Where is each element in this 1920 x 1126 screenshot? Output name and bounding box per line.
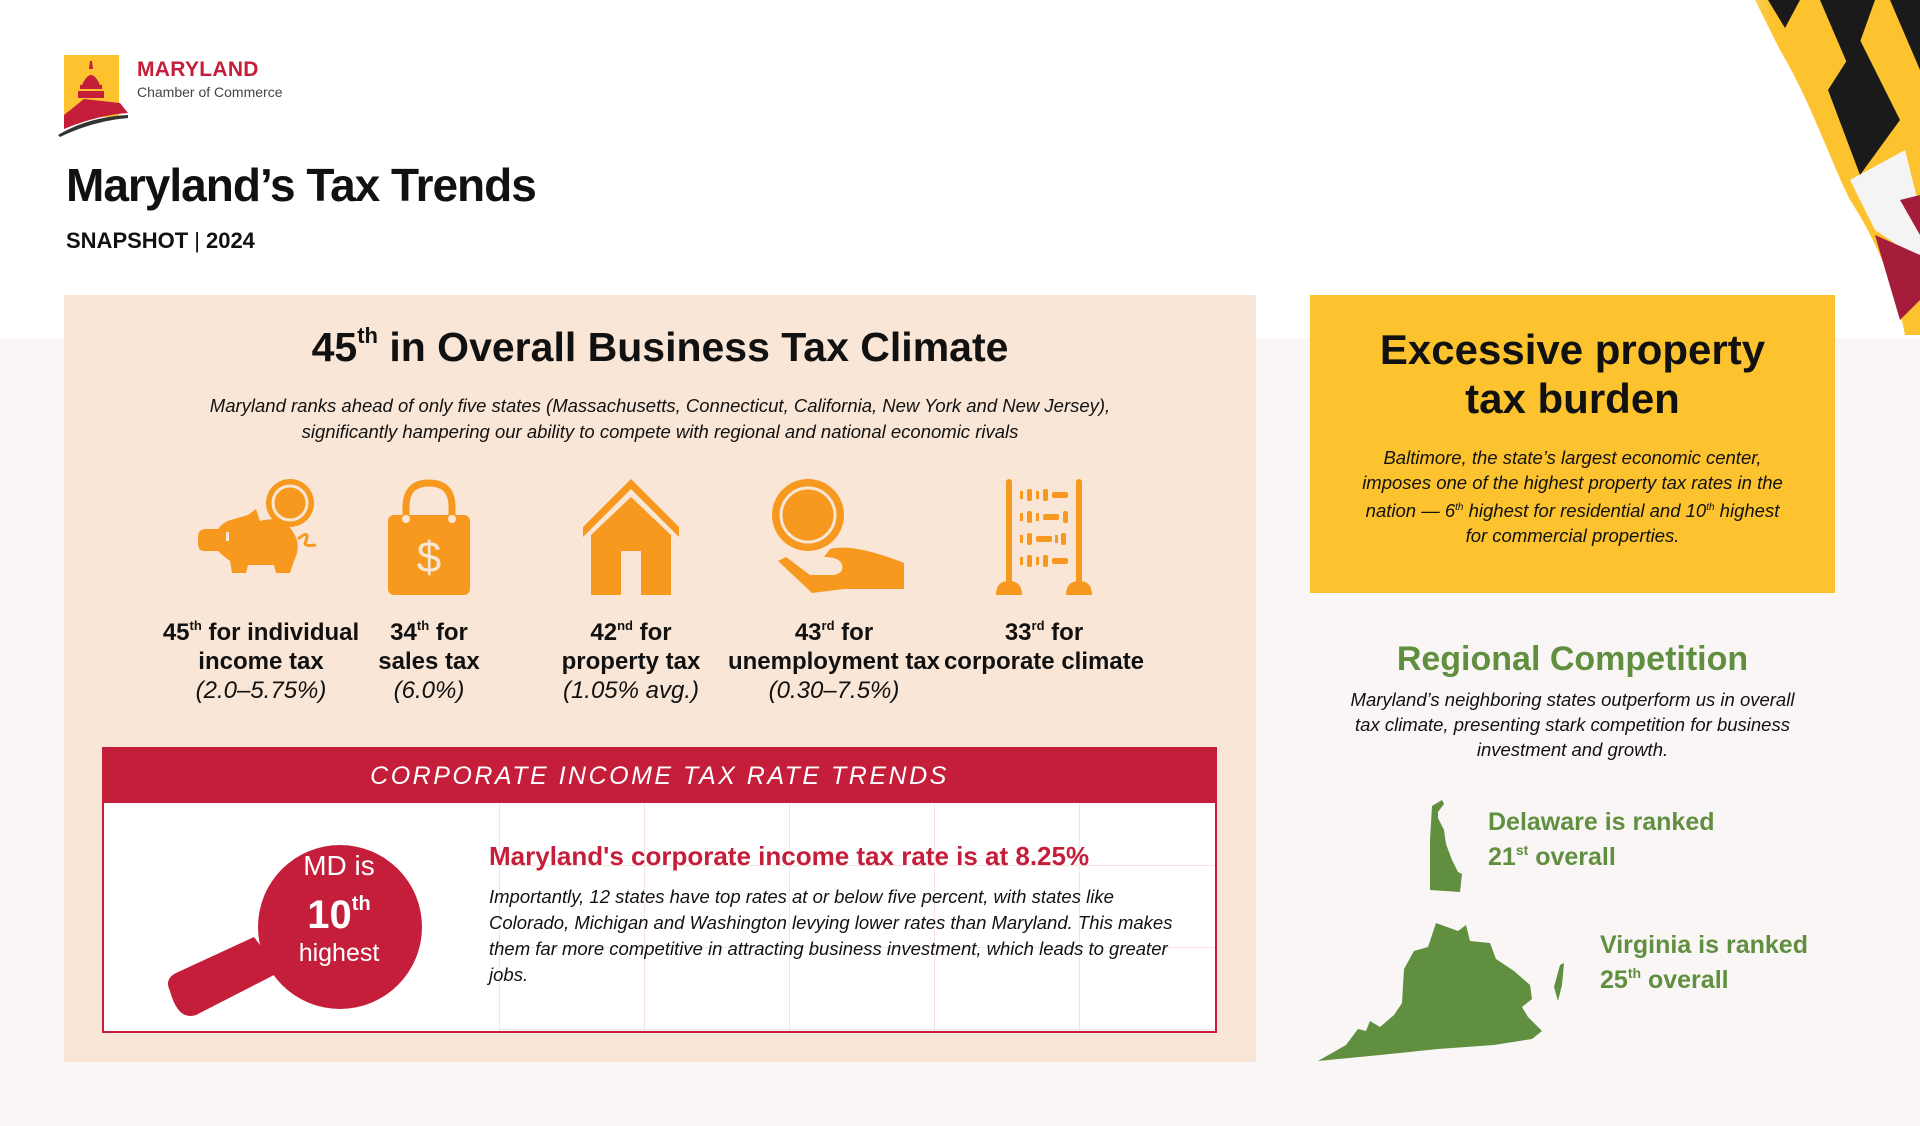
- maryland-flag-image: [1700, 0, 1920, 340]
- coin-in-hand-icon: [772, 479, 904, 593]
- corporate-tax-title: Maryland's corporate income tax rate is …: [489, 841, 1090, 871]
- regional-description: Maryland’s neighboring states outperform…: [1350, 689, 1795, 760]
- tax-rank-stats: 45th for individual income tax (2.0–5.75%…: [64, 475, 1256, 715]
- property-tax-heading: Excessive property tax burden: [1379, 326, 1766, 422]
- regional-competition: Regional Competition Maryland’s neighbor…: [1310, 640, 1835, 762]
- separator: |: [194, 228, 200, 253]
- piggy-bank-icon: [198, 479, 317, 573]
- grid-background: [499, 803, 1215, 1031]
- overall-rank-title: in Overall Business Tax Climate: [377, 324, 1009, 370]
- year-label: 2024: [205, 228, 255, 253]
- capitol-dome-icon: [58, 55, 128, 137]
- stat-sales-tax: $ 34th for sales tax (6.0%): [314, 475, 544, 706]
- badge-line3: highest: [298, 939, 380, 967]
- badge-rank: 10th: [307, 893, 371, 937]
- overall-rank-suffix: th: [357, 323, 378, 348]
- stat-label: 42nd for property tax: [561, 618, 701, 675]
- svg-text:$: $: [417, 533, 441, 582]
- stat-corporate-climate: 33rd for corporate climate: [929, 475, 1159, 676]
- stat-rate: (6.0%): [393, 677, 465, 704]
- stat-rate: (1.05% avg.): [562, 677, 700, 704]
- delaware-map-icon: [1430, 800, 1462, 892]
- regional-heading: Regional Competition: [1396, 640, 1749, 678]
- property-tax-burden-box: Excessive property tax burden Baltimore, …: [1310, 295, 1835, 593]
- virginia-map-icon: [1318, 923, 1564, 1061]
- stat-label: 43rd for unemployment tax: [727, 618, 941, 675]
- stat-property-tax: 42nd for property tax (1.05% avg.): [516, 475, 746, 706]
- chamber-logo: MARYLAND Chamber of Commerce: [58, 55, 298, 139]
- delaware-rank-label: Delaware is ranked 21st overall: [1488, 808, 1715, 871]
- page-title: Maryland’s Tax Trends: [66, 159, 537, 211]
- abacus-icon: [996, 479, 1092, 595]
- stat-label: 33rd for corporate climate: [943, 618, 1145, 675]
- corporate-tax-box: CORPORATE INCOME TAX RATE TRENDS MD is 1…: [102, 747, 1217, 1033]
- page-subtitle: SNAPSHOT | 2024: [66, 228, 255, 254]
- overall-rank-heading: 45th in Overall Business Tax Climate: [64, 323, 1256, 371]
- stat-label: 34th for sales tax: [378, 618, 480, 675]
- stat-individual-income-tax: 45th for individual income tax (2.0–5.75%…: [146, 475, 376, 706]
- virginia-rank-label: Virginia is ranked 25th overall: [1600, 931, 1808, 994]
- stat-unemployment-tax: 43rd for unemployment tax (0.30–7.5%): [719, 475, 949, 706]
- house-icon: [583, 479, 679, 595]
- org-name: MARYLAND: [137, 58, 259, 81]
- stat-rate: (0.30–7.5%): [768, 677, 900, 704]
- magnifying-glass-icon: [168, 845, 422, 1016]
- corporate-tax-body: Importantly, 12 states have top rates at…: [489, 886, 1173, 985]
- overall-rank-number: 45: [311, 324, 358, 370]
- overall-description: Maryland ranks ahead of only five states…: [209, 395, 1111, 442]
- badge-line1: MD is: [303, 850, 375, 881]
- stat-rate: (2.0–5.75%): [195, 677, 327, 704]
- shopping-bag-dollar-icon: $: [388, 479, 470, 595]
- property-tax-body: Baltimore, the state’s largest economic …: [1362, 447, 1783, 547]
- overall-tax-climate-panel: 45th in Overall Business Tax Climate Mar…: [64, 295, 1256, 1062]
- md-rank-badge: MD is 10th highest: [264, 849, 414, 970]
- org-subtitle: Chamber of Commerce: [137, 84, 283, 100]
- snapshot-label: SNAPSHOT: [66, 228, 189, 253]
- corporate-tax-header: CORPORATE INCOME TAX RATE TRENDS: [104, 749, 1215, 803]
- stat-label: 45th for individual income tax: [162, 618, 360, 675]
